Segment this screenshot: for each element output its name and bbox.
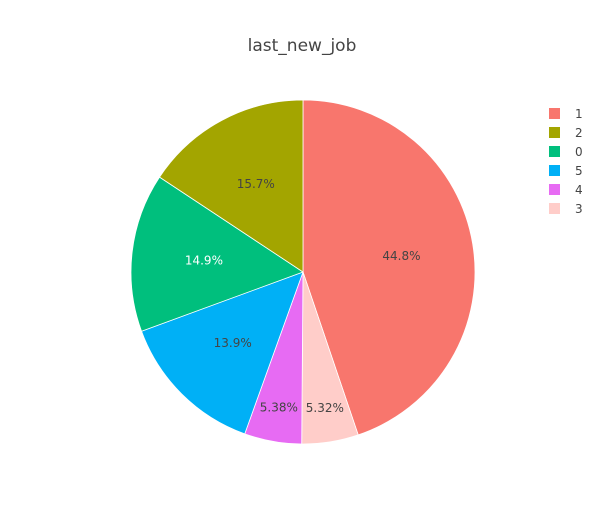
- slice-label-5: 13.9%: [214, 336, 252, 350]
- slice-label-3: 5.32%: [306, 401, 344, 415]
- legend-swatch-4: [549, 184, 560, 195]
- slice-label-2: 15.7%: [237, 177, 275, 191]
- legend-label-1: 1: [575, 107, 583, 121]
- legend-label-5: 5: [575, 164, 583, 178]
- pie-slice-5[interactable]: [141, 271, 304, 435]
- legend-item-0[interactable]: 0: [549, 145, 583, 159]
- legend-item-1[interactable]: 1: [549, 107, 583, 121]
- legend-label-0: 0: [575, 145, 583, 159]
- legend-swatch-3: [549, 203, 560, 214]
- pie-slices: [130, 99, 476, 445]
- legend: 1 2 0 5 4 3: [549, 107, 583, 216]
- legend-label-3: 3: [575, 202, 583, 216]
- legend-swatch-2: [549, 127, 560, 138]
- legend-item-5[interactable]: 5: [549, 164, 583, 178]
- legend-item-3[interactable]: 3: [549, 202, 583, 216]
- legend-item-2[interactable]: 2: [549, 126, 583, 140]
- legend-label-2: 2: [575, 126, 583, 140]
- pie-slice-1[interactable]: [302, 99, 476, 436]
- slice-label-1: 44.8%: [382, 249, 420, 263]
- legend-swatch-0: [549, 146, 560, 157]
- legend-item-4[interactable]: 4: [549, 183, 583, 197]
- legend-swatch-5: [549, 165, 560, 176]
- legend-swatch-1: [549, 108, 560, 119]
- slice-label-4: 5.38%: [260, 400, 298, 414]
- slice-label-0: 14.9%: [185, 253, 223, 267]
- legend-label-4: 4: [575, 183, 583, 197]
- chart-title: last_new_job: [248, 36, 357, 56]
- pie-slice-2[interactable]: [158, 99, 304, 273]
- pie-slice-0[interactable]: [130, 176, 304, 332]
- slice-labels: 44.8% 5.32% 5.38% 13.9% 14.9% 15.7%: [185, 177, 421, 415]
